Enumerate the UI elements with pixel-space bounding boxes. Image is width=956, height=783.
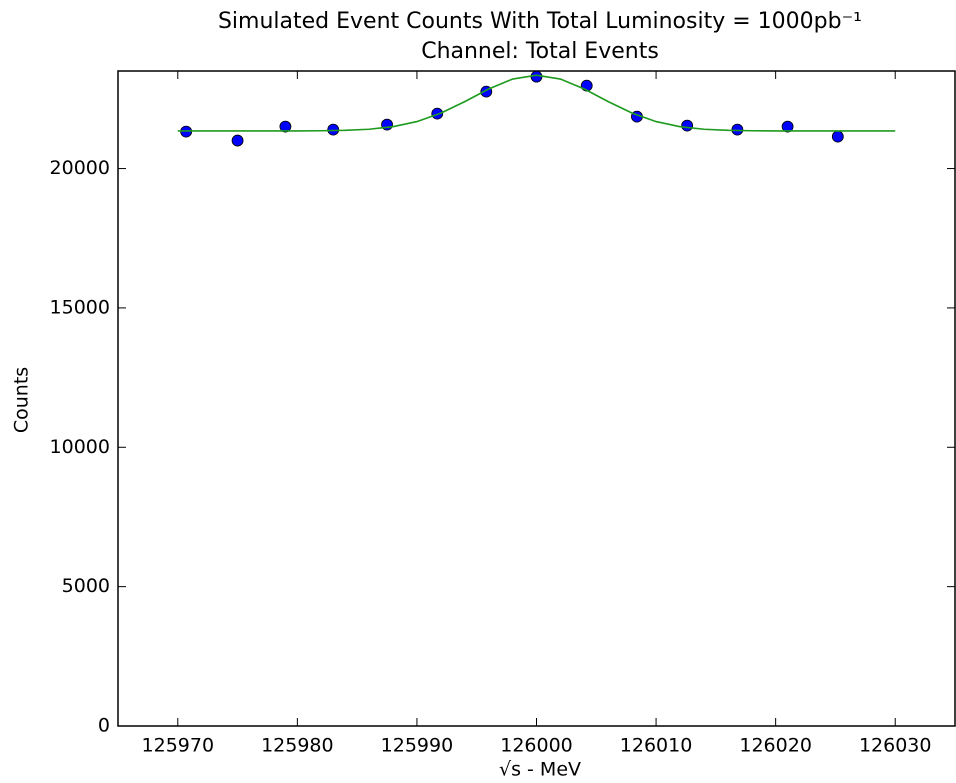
y-tick-label: 15000 xyxy=(50,296,110,318)
x-tick-label: 126010 xyxy=(620,735,693,757)
y-tick-label: 0 xyxy=(98,715,110,737)
y-tick-label: 20000 xyxy=(50,157,110,179)
x-tick-label: 125990 xyxy=(381,735,454,757)
x-tick-label: 126020 xyxy=(739,735,812,757)
x-tick-label: 126030 xyxy=(859,735,932,757)
data-point xyxy=(731,123,744,136)
plot-frame xyxy=(117,70,956,727)
x-tick-label: 126000 xyxy=(500,735,573,757)
data-point xyxy=(781,120,794,133)
x-axis-label: √s - MeV xyxy=(499,759,581,781)
x-tick-label: 125980 xyxy=(261,735,334,757)
y-axis-label: Counts xyxy=(11,367,33,433)
data-point xyxy=(681,119,694,132)
chart-subtitle: Channel: Total Events xyxy=(421,39,659,64)
y-tick-label: 5000 xyxy=(62,575,110,597)
chart-title: Simulated Event Counts With Total Lumino… xyxy=(218,9,862,34)
data-point xyxy=(231,134,244,147)
fit-line xyxy=(177,74,896,132)
data-point xyxy=(327,123,340,136)
data-point xyxy=(831,130,844,143)
y-tick-label: 10000 xyxy=(50,436,110,458)
data-point xyxy=(279,120,292,133)
x-tick-label: 125970 xyxy=(142,735,215,757)
data-point xyxy=(530,70,543,83)
